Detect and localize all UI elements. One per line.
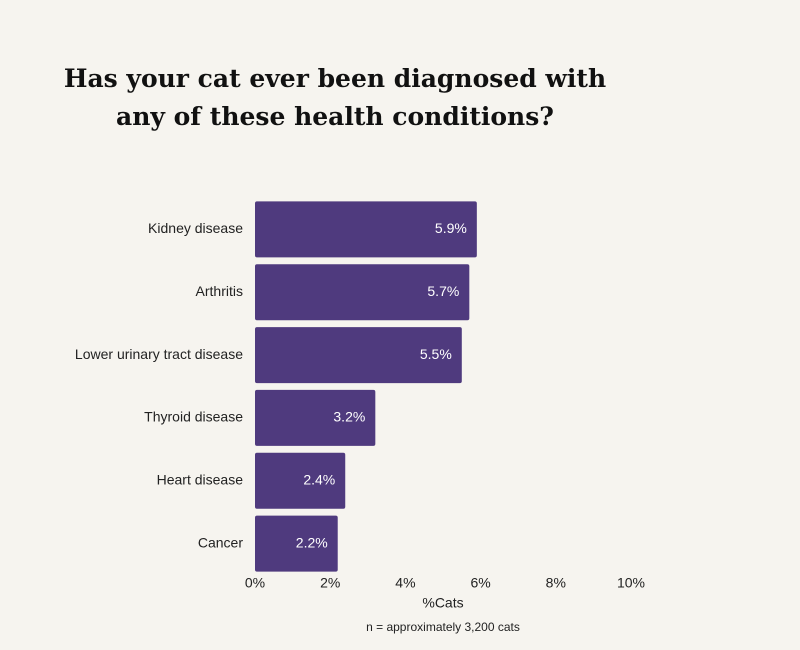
value-label: 2.2% [296,534,328,550]
y-tick-label: Heart disease [157,471,244,487]
chart-title: Has your cat ever been diagnosed with an… [63,64,607,131]
y-tick-label: Thyroid disease [144,409,243,425]
value-label: 5.5% [420,346,452,362]
bar [255,201,477,258]
value-label: 2.4% [303,471,335,487]
y-tick-label: Arthritis [196,283,243,299]
note: n = approximately 3,200 cats [366,620,520,634]
bar [255,452,346,509]
x-tick-label: 0% [245,575,265,591]
bar [255,264,470,321]
bar [255,327,462,384]
bar [255,515,338,572]
x-tick-label: 2% [320,575,340,591]
value-label: 3.2% [333,409,365,425]
value-label: 5.9% [435,220,467,236]
x-tick-label: 8% [546,575,566,591]
bar [255,389,376,446]
value-label: 5.7% [427,283,459,299]
y-tick-label: Kidney disease [148,220,243,236]
x-axis-label: %Cats [422,595,463,611]
y-tick-label: Lower urinary tract disease [75,346,243,362]
y-tick-label: Cancer [198,534,243,550]
x-tick-label: 6% [470,575,490,591]
x-tick-label: 4% [395,575,415,591]
x-tick-label: 10% [617,575,645,591]
